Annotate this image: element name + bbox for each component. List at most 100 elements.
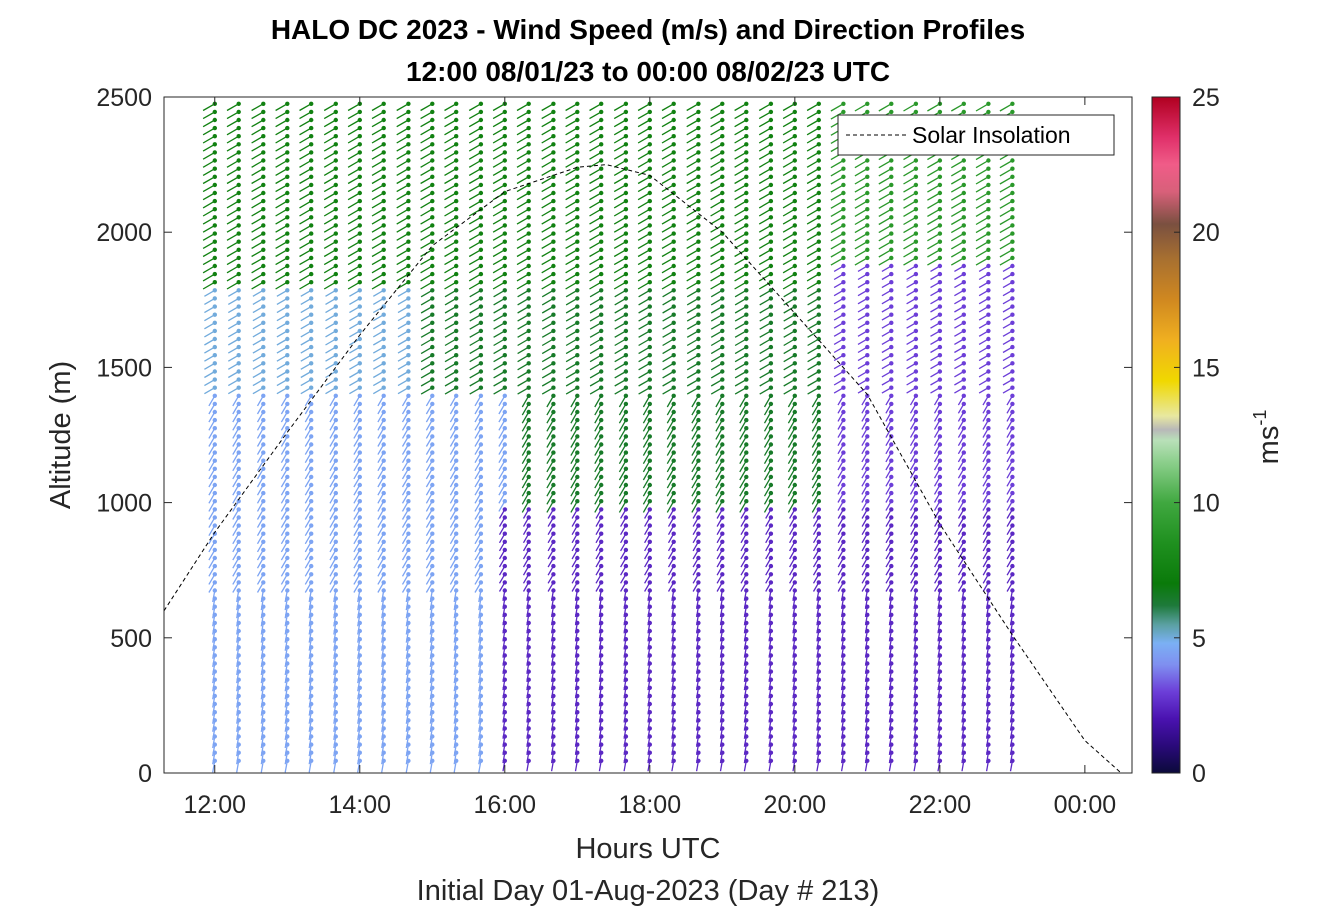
- wind-barb: [299, 255, 314, 266]
- wind-barb: [982, 547, 991, 560]
- wind-barb: [371, 166, 386, 176]
- wind-barb: [830, 223, 846, 234]
- wind-barb: [323, 280, 338, 290]
- wind-barb: [881, 304, 894, 313]
- wind-barb: [401, 482, 411, 496]
- wind-barb: [758, 158, 774, 168]
- wind-barb: [598, 588, 604, 601]
- wind-barb: [595, 572, 604, 584]
- wind-barb: [202, 271, 217, 282]
- y-tick-label-5: 2500: [96, 84, 152, 112]
- wind-barb: [371, 174, 386, 185]
- wind-barb: [861, 523, 870, 536]
- wind-barb: [740, 531, 749, 544]
- wind-barb: [226, 182, 241, 193]
- wind-barb: [763, 458, 774, 473]
- wind-barb: [208, 393, 217, 407]
- wind-barb: [226, 134, 241, 144]
- wind-barb: [474, 401, 484, 415]
- wind-barb: [957, 393, 966, 406]
- wind-barb: [449, 580, 459, 593]
- wind-barb: [425, 450, 435, 464]
- wind-barb: [881, 320, 894, 329]
- wind-barb: [934, 515, 943, 527]
- wind-barb: [349, 288, 362, 297]
- wind-barb: [927, 182, 943, 193]
- wind-barb: [208, 474, 217, 488]
- wind-barb: [885, 499, 894, 511]
- wind-barb: [950, 247, 966, 258]
- wind-barb: [420, 336, 435, 347]
- wind-barb: [329, 393, 338, 407]
- wind-barb: [783, 385, 797, 395]
- wind-barb: [982, 442, 991, 455]
- wind-barb: [372, 361, 386, 370]
- wind-barb: [623, 588, 629, 601]
- wind-barb: [739, 393, 749, 408]
- wind-barb: [763, 474, 774, 489]
- wind-barb: [1006, 515, 1015, 527]
- wind-barb: [517, 361, 531, 371]
- wind-barb: [686, 198, 701, 209]
- wind-barb: [329, 572, 338, 585]
- wind-barb: [251, 174, 266, 185]
- wind-barb: [453, 588, 459, 603]
- wind-barb: [618, 482, 629, 497]
- wind-barb: [642, 450, 652, 465]
- wind-barb: [546, 474, 556, 489]
- wind-barb: [204, 320, 217, 330]
- wind-barb: [686, 215, 701, 225]
- wind-barb: [885, 401, 894, 414]
- wind-barb: [449, 466, 459, 480]
- wind-barb: [613, 280, 629, 290]
- wind-barb: [208, 490, 217, 504]
- wind-barb: [927, 255, 943, 266]
- wind-barb: [978, 361, 991, 370]
- wind-barb: [468, 190, 484, 201]
- wind-barb: [758, 109, 774, 120]
- wind-barb: [570, 426, 580, 440]
- wind-barb: [765, 555, 774, 568]
- wind-barb: [252, 361, 266, 370]
- wind-barb: [546, 417, 556, 432]
- wind-barb: [734, 231, 749, 241]
- wind-barb: [644, 531, 652, 544]
- wind-barb: [541, 142, 556, 152]
- wind-barb: [909, 458, 919, 471]
- wind-barb: [783, 328, 797, 338]
- wind-barb: [686, 125, 701, 136]
- wind-barb: [811, 401, 821, 416]
- wind-barb: [812, 547, 821, 560]
- wind-barb: [789, 531, 797, 544]
- wind-barb: [226, 215, 241, 225]
- wind-barb: [637, 239, 652, 249]
- wind-barb: [885, 482, 894, 495]
- wind-barb: [910, 539, 919, 552]
- wind-barb: [251, 271, 266, 282]
- wind-barb: [910, 507, 919, 519]
- wind-barb: [329, 426, 338, 439]
- wind-barb: [909, 417, 919, 430]
- wind-barb: [498, 515, 507, 527]
- wind-barb: [594, 426, 604, 440]
- wind-barb: [227, 361, 241, 370]
- wind-barb: [401, 555, 411, 569]
- wind-barb: [857, 336, 870, 345]
- wind-barb: [710, 271, 725, 282]
- wind-barb: [637, 231, 652, 241]
- wind-barb: [425, 426, 435, 439]
- wind-barb: [377, 458, 386, 472]
- wind-barb: [812, 555, 821, 568]
- wind-barb: [570, 434, 580, 448]
- wind-barb: [854, 215, 870, 226]
- x-axis-label: Hours UTC: [575, 833, 720, 865]
- wind-barb: [618, 426, 629, 440]
- wind-barb: [420, 385, 435, 395]
- wind-barb: [830, 190, 846, 201]
- wind-barb: [492, 158, 507, 168]
- wind-barb: [594, 393, 604, 408]
- wind-barb: [517, 377, 531, 387]
- wind-barb: [637, 109, 652, 120]
- wind-barb: [758, 117, 774, 128]
- wind-barb: [251, 207, 266, 217]
